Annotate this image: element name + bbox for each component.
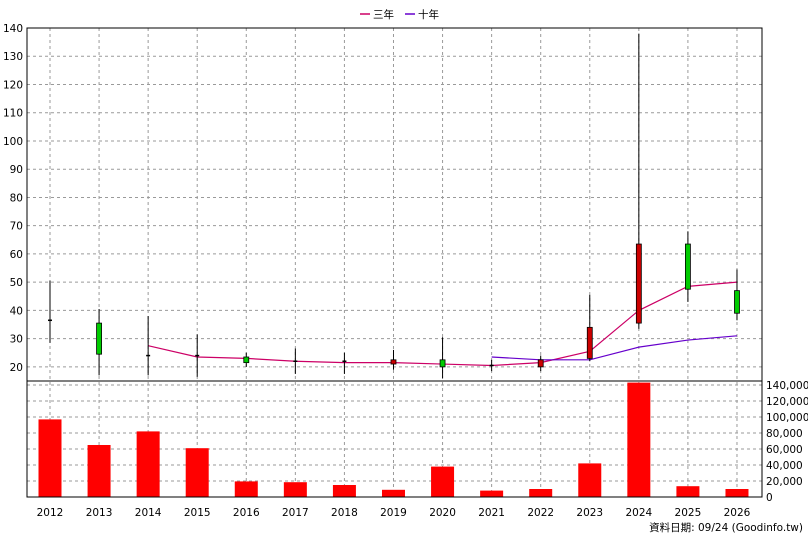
candle-body bbox=[537, 359, 544, 368]
volume-bar bbox=[627, 382, 651, 497]
price-y-tick-label: 130 bbox=[3, 51, 23, 63]
price-y-tick-label: 40 bbox=[10, 305, 23, 317]
x-tick-label: 2023 bbox=[576, 507, 603, 519]
volume-y-tick-label: 120,000 bbox=[766, 396, 808, 408]
volume-bar bbox=[480, 490, 504, 497]
volume-y-tick-label: 100,000 bbox=[766, 412, 808, 424]
volume-panel: 0 20,000 40,000 60,000 80,000 100,000 120,000 1… bbox=[26, 380, 808, 504]
x-tick-label: 2026 bbox=[724, 507, 751, 519]
candle-body bbox=[685, 243, 691, 290]
candle-body bbox=[586, 326, 593, 359]
legend: 三年 十年 bbox=[360, 8, 439, 21]
volume-bar bbox=[234, 481, 258, 497]
volume-plot-frame bbox=[26, 380, 763, 498]
x-tick-label: 2020 bbox=[429, 507, 456, 519]
price-y-tick-label: 70 bbox=[10, 221, 23, 233]
volume-bar bbox=[725, 489, 749, 497]
volume-y-tick-label: 60,000 bbox=[766, 444, 803, 456]
volume-bar bbox=[676, 486, 700, 497]
price-y-tick-label: 110 bbox=[3, 108, 23, 120]
volume-y-tick-label: 40,000 bbox=[766, 460, 803, 472]
price-y-tick-label: 100 bbox=[3, 136, 23, 148]
candle-body bbox=[439, 359, 446, 368]
price-plot-frame bbox=[26, 27, 763, 382]
volume-bar bbox=[578, 463, 602, 497]
price-y-tick-label: 30 bbox=[10, 334, 23, 346]
volume-bar bbox=[136, 431, 160, 497]
x-tick-label: 2012 bbox=[37, 507, 64, 519]
x-tick-label: 2025 bbox=[675, 507, 702, 519]
legend-label-十年: 十年 bbox=[418, 8, 439, 21]
price-y-tick-label: 120 bbox=[3, 79, 23, 91]
volume-bar bbox=[529, 489, 553, 497]
price-y-tick-label: 20 bbox=[10, 362, 23, 374]
volume-bar bbox=[283, 482, 307, 497]
volume-bar bbox=[332, 485, 356, 497]
x-tick-label: 2018 bbox=[331, 507, 358, 519]
x-tick-label: 2024 bbox=[625, 507, 652, 519]
volume-y-tick-label: 20,000 bbox=[766, 476, 803, 488]
volume-y-tick-label: 0 bbox=[766, 492, 773, 504]
price-y-tick-label: 50 bbox=[10, 277, 23, 289]
price-y-tick-label: 60 bbox=[10, 249, 23, 261]
volume-bar bbox=[185, 448, 209, 497]
x-tick-label: 2016 bbox=[233, 507, 260, 519]
candle-body bbox=[96, 322, 102, 355]
candle-body bbox=[734, 290, 740, 314]
data-date-label: 資料日期: 09/24 (Goodinfo.tw) bbox=[649, 521, 803, 534]
candle-body bbox=[390, 359, 397, 365]
x-tick-label: 2021 bbox=[478, 507, 505, 519]
price-y-tick-label: 90 bbox=[10, 164, 23, 176]
x-tick-label: 2014 bbox=[135, 507, 162, 519]
x-axis: 2012 2013 2014 2015 2016 2017 2018 2019 2020 2021… bbox=[37, 507, 751, 519]
volume-bar bbox=[381, 489, 405, 497]
x-tick-label: 2022 bbox=[527, 507, 554, 519]
price-y-tick-label: 140 bbox=[3, 23, 23, 35]
candle-body bbox=[635, 243, 642, 324]
x-tick-label: 2015 bbox=[184, 507, 211, 519]
volume-bar bbox=[38, 419, 62, 497]
legend-label-三年: 三年 bbox=[373, 8, 394, 21]
price-panel: 20 30 40 50 60 70 80 90 100 110 120 130 140 bbox=[3, 23, 763, 497]
volume-y-tick-label: 80,000 bbox=[766, 428, 803, 440]
volume-y-tick-label: 140,000 bbox=[766, 380, 808, 392]
x-tick-label: 2019 bbox=[380, 507, 407, 519]
x-tick-label: 2017 bbox=[282, 507, 309, 519]
candle-body bbox=[243, 356, 250, 364]
volume-bar bbox=[87, 445, 111, 497]
volume-bar bbox=[431, 466, 455, 497]
price-y-tick-label: 80 bbox=[10, 192, 23, 204]
series-line-十年 bbox=[491, 335, 738, 361]
x-tick-label: 2013 bbox=[86, 507, 113, 519]
